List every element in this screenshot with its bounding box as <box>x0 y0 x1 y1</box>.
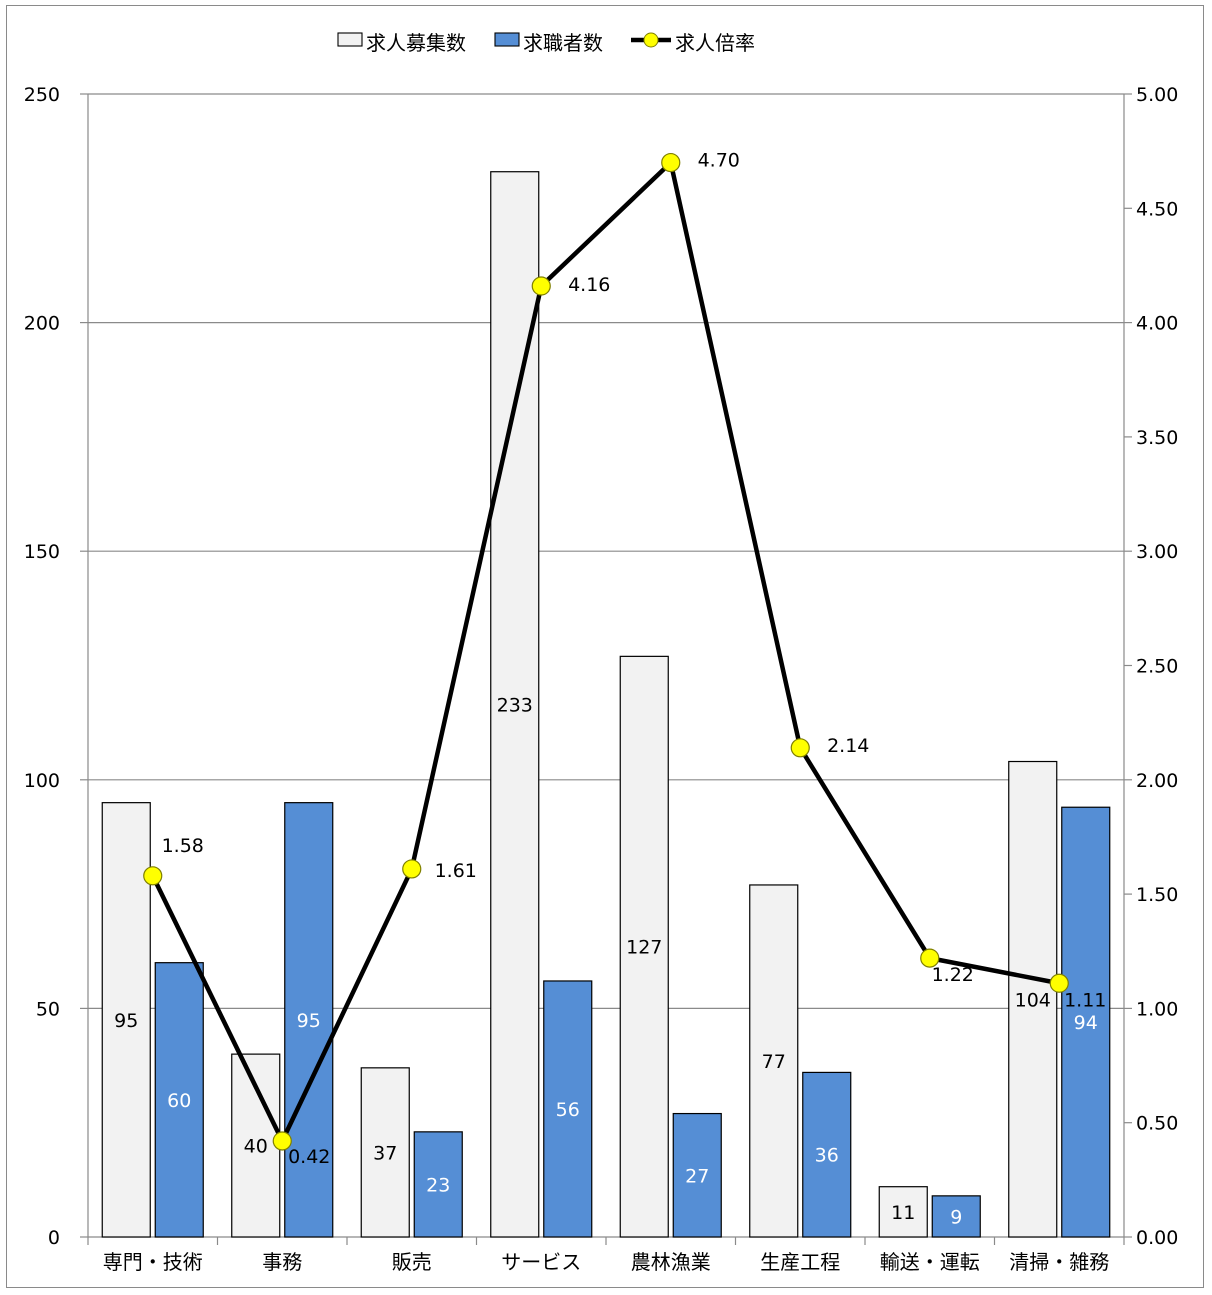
x-axis-category-label: 清掃・雑務 <box>1009 1250 1109 1274</box>
bar-job-seekers <box>802 1071 852 1238</box>
chart-frame <box>6 5 1204 1288</box>
legend-label: 求人倍率 <box>675 31 755 55</box>
bar-label-job-seekers: 56 <box>556 1099 580 1121</box>
left-axis-tick-label: 200 <box>24 313 60 335</box>
marker-job-ratio <box>790 738 810 758</box>
left-axis-tick-label: 100 <box>24 770 60 792</box>
bar-label-job-openings: 104 <box>1015 989 1051 1011</box>
marker-job-ratio <box>402 859 422 879</box>
bar-job-openings <box>749 884 799 1238</box>
bar-job-openings <box>101 802 151 1238</box>
right-axis-tick-label: 5.00 <box>1136 84 1178 106</box>
left-axis-tick-label: 0 <box>48 1227 60 1249</box>
line-label-job-ratio: 4.16 <box>568 274 610 296</box>
marker-job-ratio <box>143 866 163 886</box>
marker-job-ratio <box>531 276 551 296</box>
right-axis-tick-label: 2.00 <box>1136 770 1178 792</box>
right-axis-tick-label: 0.50 <box>1136 1113 1178 1135</box>
legend-swatch <box>494 32 520 47</box>
bar-job-openings <box>1008 760 1058 1238</box>
bar-label-job-seekers: 36 <box>815 1145 839 1167</box>
bar-label-job-openings: 37 <box>373 1142 397 1164</box>
line-label-job-ratio: 1.11 <box>1064 989 1106 1011</box>
bar-job-seekers <box>154 962 204 1238</box>
bar-label-job-openings: 77 <box>762 1051 786 1073</box>
right-axis-tick-label: 1.50 <box>1136 884 1178 906</box>
bar-label-job-openings: 127 <box>626 937 662 959</box>
bar-label-job-seekers: 94 <box>1074 1012 1098 1034</box>
x-axis-category-label: 輸送・運転 <box>880 1250 980 1274</box>
right-axis-tick-label: 0.00 <box>1136 1227 1178 1249</box>
bar-label-job-seekers: 27 <box>685 1165 709 1187</box>
x-axis-category-label: 生産工程 <box>760 1250 840 1274</box>
bar-job-openings <box>360 1067 410 1238</box>
bar-job-seekers <box>672 1112 722 1238</box>
bar-label-job-seekers: 95 <box>297 1010 321 1032</box>
right-axis-tick-label: 2.50 <box>1136 656 1178 678</box>
right-axis-tick-label: 1.00 <box>1136 998 1178 1020</box>
left-axis-tick-label: 50 <box>36 998 60 1020</box>
bar-job-openings <box>878 1186 928 1238</box>
line-job-ratio <box>150 160 1060 1144</box>
marker-job-ratio <box>920 948 940 968</box>
legend-swatch <box>337 32 363 47</box>
bar-label-job-openings: 40 <box>244 1136 268 1158</box>
legend-label: 求職者数 <box>523 31 603 55</box>
bar-job-seekers <box>931 1195 981 1238</box>
right-axis-tick-label: 3.50 <box>1136 427 1178 449</box>
bar-job-seekers <box>1061 806 1111 1238</box>
bar-label-job-seekers: 9 <box>950 1206 962 1228</box>
left-axis-tick-label: 250 <box>24 84 60 106</box>
bar-job-openings <box>490 171 540 1238</box>
line-label-job-ratio: 2.14 <box>827 735 869 757</box>
line-label-job-ratio: 0.42 <box>288 1146 330 1168</box>
line-label-job-ratio: 1.58 <box>162 835 204 857</box>
marker-job-ratio <box>661 152 681 173</box>
bar-job-seekers <box>543 980 593 1238</box>
marker-job-ratio <box>272 1131 292 1151</box>
bar-label-job-seekers: 23 <box>426 1174 450 1196</box>
x-axis-category-label: 事務 <box>262 1250 302 1274</box>
right-axis-tick-label: 4.00 <box>1136 313 1178 335</box>
right-axis-tick-label: 3.00 <box>1136 541 1178 563</box>
line-label-job-ratio: 1.61 <box>435 860 477 882</box>
left-axis-tick-label: 150 <box>24 541 60 563</box>
legend-label: 求人募集数 <box>366 31 466 55</box>
x-axis-category-label: 販売 <box>392 1250 432 1274</box>
bar-label-job-openings: 233 <box>497 694 533 716</box>
bar-label-job-openings: 95 <box>114 1010 138 1032</box>
line-label-job-ratio: 4.70 <box>698 150 740 172</box>
line-label-job-ratio: 1.22 <box>932 964 974 986</box>
bar-job-openings <box>619 655 669 1238</box>
x-axis-category-label: 専門・技術 <box>103 1250 203 1274</box>
bar-job-seekers <box>284 802 334 1238</box>
bar-label-job-seekers: 60 <box>167 1090 191 1112</box>
x-axis-category-label: サービス <box>501 1250 581 1274</box>
x-axis-category-label: 農林漁業 <box>631 1250 711 1274</box>
bar-job-seekers <box>413 1131 463 1238</box>
legend-marker-swatch <box>643 32 659 48</box>
bar-label-job-openings: 11 <box>891 1202 915 1224</box>
right-axis-tick-label: 4.50 <box>1136 198 1178 220</box>
marker-job-ratio <box>1049 973 1069 993</box>
